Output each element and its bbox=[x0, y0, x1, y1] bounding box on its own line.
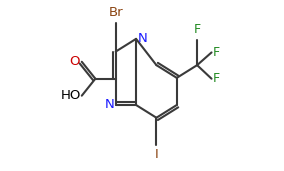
Text: HO: HO bbox=[60, 89, 81, 102]
Text: Br: Br bbox=[108, 6, 123, 19]
Text: F: F bbox=[194, 23, 201, 36]
Text: N: N bbox=[104, 98, 114, 111]
Text: F: F bbox=[213, 46, 220, 59]
Text: N: N bbox=[138, 32, 147, 45]
Text: I: I bbox=[154, 148, 158, 161]
Text: O: O bbox=[70, 55, 80, 68]
Text: F: F bbox=[213, 72, 220, 85]
